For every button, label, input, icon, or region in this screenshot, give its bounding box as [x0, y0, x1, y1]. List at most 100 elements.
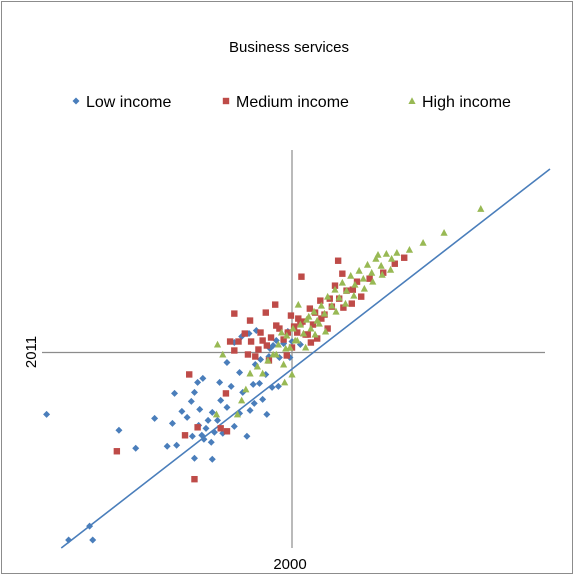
data-point-medium-income: [304, 331, 311, 338]
data-point-high-income: [264, 356, 272, 364]
data-point-low-income: [257, 355, 265, 363]
data-point-high-income: [213, 340, 222, 348]
data-point-low-income: [115, 426, 123, 434]
data-point-high-income: [310, 307, 318, 315]
data-point-medium-income: [288, 344, 296, 351]
data-point-medium-income: [307, 339, 315, 346]
data-point-high-income: [277, 328, 286, 336]
data-point-medium-income: [348, 300, 355, 307]
data-point-low-income: [246, 406, 254, 414]
data-point-high-income: [477, 205, 485, 212]
data-point-medium-income: [380, 269, 387, 276]
data-point-low-income: [188, 432, 196, 440]
data-point-medium-income: [287, 312, 295, 319]
data-point-low-income: [132, 444, 140, 452]
data-point-medium-income: [280, 336, 287, 343]
data-point-low-income: [178, 407, 186, 415]
legend-label: Medium income: [236, 94, 349, 111]
data-point-high-income: [281, 378, 289, 386]
data-point-high-income: [212, 410, 221, 418]
data-point-high-income: [321, 327, 330, 335]
data-point-high-income: [355, 266, 363, 274]
data-point-medium-income: [295, 315, 302, 322]
y-axis-label: 2011: [23, 336, 40, 368]
data-point-low-income: [223, 358, 231, 366]
data-point-medium-income: [226, 338, 234, 345]
data-point-high-income: [280, 360, 288, 368]
legend-marker-high-income: [408, 97, 416, 104]
data-point-medium-income: [235, 338, 242, 345]
data-point-high-income: [332, 307, 340, 315]
data-points: [43, 205, 485, 544]
data-point-low-income: [168, 419, 176, 427]
data-point-high-income: [341, 299, 350, 307]
data-point-high-income: [372, 254, 380, 262]
data-point-medium-income: [181, 432, 189, 439]
data-point-low-income: [199, 374, 207, 382]
data-point-high-income: [283, 331, 291, 339]
data-point-high-income: [328, 301, 336, 309]
data-point-low-income: [236, 368, 244, 376]
data-point-low-income: [214, 416, 222, 424]
legend-item: High income: [408, 94, 511, 111]
data-point-low-income: [183, 413, 191, 421]
data-point-low-income: [255, 379, 263, 387]
data-point-low-income: [223, 403, 231, 411]
data-point-medium-income: [317, 297, 324, 304]
data-point-high-income: [272, 350, 280, 358]
data-point-medium-income: [217, 425, 224, 432]
data-point-high-income: [374, 250, 382, 258]
data-point-medium-income: [252, 353, 259, 360]
data-point-high-income: [405, 245, 414, 253]
data-point-high-income: [377, 261, 385, 269]
data-point-high-income: [302, 343, 310, 351]
data-point-high-income: [320, 309, 329, 317]
data-point-high-income: [363, 260, 372, 268]
data-point-medium-income: [366, 275, 373, 282]
data-point-high-income: [253, 362, 261, 370]
data-point-low-income: [187, 397, 195, 405]
data-point-high-income: [368, 268, 376, 276]
data-point-high-income: [296, 320, 304, 328]
data-point-low-income: [171, 389, 179, 397]
data-point-high-income: [294, 300, 302, 308]
data-point-high-income: [242, 385, 250, 393]
data-point-high-income: [347, 271, 355, 279]
data-point-medium-income: [241, 330, 249, 337]
data-point-high-income: [274, 340, 282, 348]
data-point-medium-income: [401, 254, 408, 261]
data-point-low-income: [251, 360, 259, 368]
chart-title: Business services: [229, 39, 349, 56]
data-point-low-income: [259, 395, 267, 403]
data-point-medium-income: [257, 329, 264, 336]
data-point-low-income: [190, 388, 198, 396]
data-point-medium-income: [231, 310, 238, 317]
data-point-high-income: [331, 285, 339, 293]
data-point-low-income: [202, 424, 210, 432]
data-point-low-income: [190, 454, 198, 462]
data-point-medium-income: [191, 475, 198, 483]
data-point-high-income: [305, 312, 313, 320]
data-point-medium-income: [353, 278, 361, 285]
data-point-low-income: [204, 416, 212, 424]
legend: Low income Medium income High income: [72, 94, 511, 111]
data-point-high-income: [350, 291, 358, 299]
data-point-high-income: [282, 344, 290, 352]
data-point-high-income: [311, 330, 319, 338]
data-point-medium-income: [339, 270, 346, 277]
data-point-high-income: [288, 370, 296, 378]
data-point-high-income: [393, 248, 401, 256]
x-axis-label: 2000: [273, 556, 306, 573]
data-point-low-income: [65, 536, 73, 544]
data-point-medium-income: [246, 317, 254, 324]
data-point-medium-income: [358, 293, 365, 300]
data-point-low-income: [43, 410, 51, 418]
data-point-low-income: [263, 410, 271, 418]
data-point-low-income: [274, 382, 282, 390]
data-point-high-income: [286, 343, 294, 351]
data-point-high-income: [317, 301, 325, 309]
data-point-medium-income: [340, 304, 347, 311]
data-point-low-income: [227, 382, 235, 390]
data-point-low-income: [249, 380, 257, 388]
